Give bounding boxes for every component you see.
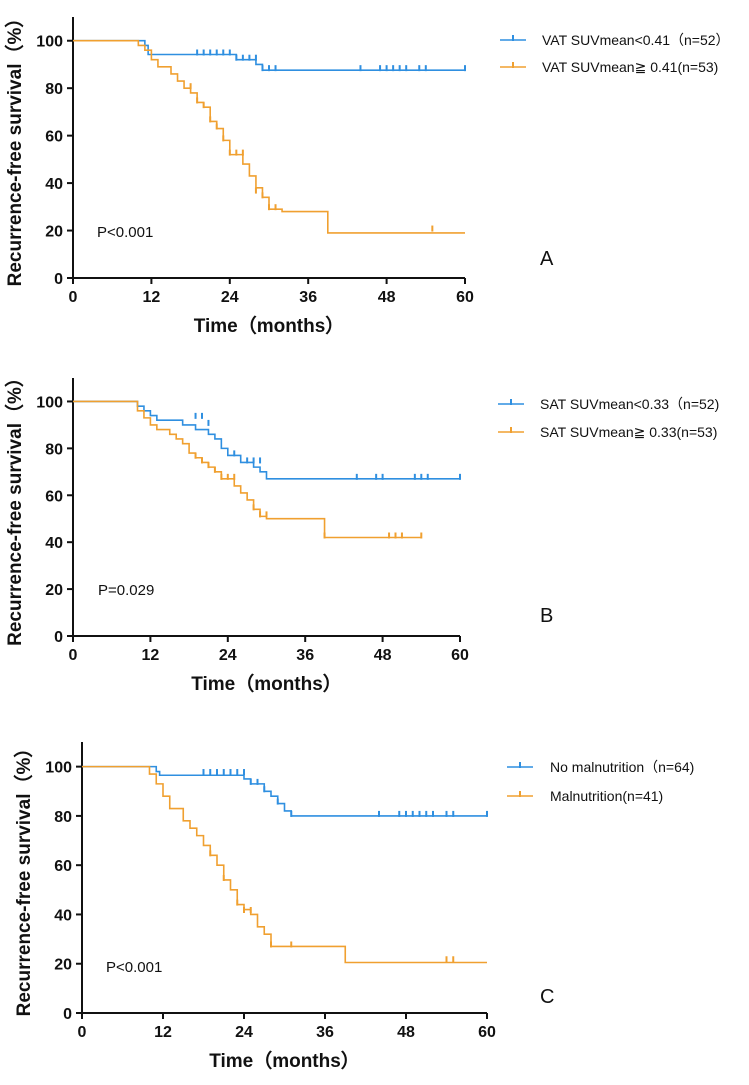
legend-label: Malnutrition(n=41) [550, 788, 663, 804]
km-curve-series-1 [82, 765, 487, 817]
x-tick-label: 24 [221, 289, 239, 306]
y-tick-label: 100 [36, 34, 63, 51]
x-axis-title: Time（months） [191, 672, 342, 695]
x-tick-label: 36 [296, 647, 314, 664]
y-tick-label: 60 [45, 129, 63, 146]
panel-letter: B [540, 605, 553, 627]
y-tick-label: 0 [54, 271, 63, 288]
km-curve-series-1 [73, 400, 460, 480]
panel-letter: C [540, 986, 554, 1008]
x-tick-label: 0 [78, 1024, 87, 1041]
y-tick-label: 0 [63, 1006, 72, 1023]
p-value-label: P=0.029 [98, 582, 154, 599]
y-tick-label: 80 [54, 809, 72, 826]
legend-label: VAT SUVmean<0.41（n=52） [542, 32, 730, 48]
km-curve-series-2 [73, 400, 422, 539]
x-tick-label: 24 [219, 647, 237, 664]
y-axis-title: Recurrence-free survival（%） [3, 9, 26, 287]
panel-c: 0 20 40 60 80 100 0 12 24 36 48 60 Time（months） Recur… [12, 739, 694, 1072]
km-curve-series-2 [82, 765, 487, 964]
x-tick-label: 60 [478, 1024, 496, 1041]
y-tick-label: 20 [45, 582, 63, 599]
y-tick-label: 60 [54, 858, 72, 875]
panel-letter: A [540, 248, 554, 270]
y-tick-label: 100 [45, 760, 72, 777]
panel-b: 0 20 40 60 80 100 0 12 24 36 48 60 Time（months） Recur… [3, 368, 719, 695]
y-tick-label: 100 [36, 394, 63, 411]
y-tick-label: 80 [45, 441, 63, 458]
legend-label: No malnutrition（n=64) [550, 759, 694, 775]
x-tick-label: 48 [397, 1024, 415, 1041]
x-tick-label: 60 [456, 289, 474, 306]
y-tick-label: 80 [45, 81, 63, 98]
x-axis-title: Time（months） [209, 1049, 360, 1072]
p-value-label: P<0.001 [97, 224, 153, 241]
p-value-label: P<0.001 [106, 959, 162, 976]
x-tick-label: 0 [69, 647, 78, 664]
y-axis-title: Recurrence-free survival（%） [12, 739, 35, 1017]
y-tick-label: 40 [54, 907, 72, 924]
y-tick-label: 0 [54, 629, 63, 646]
y-tick-label: 40 [45, 176, 63, 193]
y-tick-label: 20 [54, 957, 72, 974]
y-tick-label: 20 [45, 224, 63, 241]
x-tick-label: 48 [374, 647, 392, 664]
x-tick-label: 12 [142, 647, 160, 664]
x-tick-label: 36 [299, 289, 317, 306]
y-tick-label: 40 [45, 535, 63, 552]
x-tick-label: 48 [378, 289, 396, 306]
y-tick-label: 60 [45, 488, 63, 505]
panel-a: 0 20 40 60 80 100 0 12 24 36 48 60 Time（months） Recur… [3, 9, 730, 337]
legend-label: SAT SUVmean<0.33（n=52) [540, 396, 719, 412]
x-tick-label: 0 [69, 289, 78, 306]
x-tick-label: 12 [154, 1024, 172, 1041]
legend-label: VAT SUVmean≧ 0.41(n=53) [542, 59, 718, 75]
y-axis-title: Recurrence-free survival（%） [3, 368, 26, 646]
x-tick-label: 24 [235, 1024, 253, 1041]
x-tick-label: 60 [451, 647, 469, 664]
x-tick-label: 12 [143, 289, 161, 306]
legend-label: SAT SUVmean≧ 0.33(n=53) [540, 424, 717, 440]
x-axis-title: Time（months） [194, 314, 345, 337]
x-tick-label: 36 [316, 1024, 334, 1041]
